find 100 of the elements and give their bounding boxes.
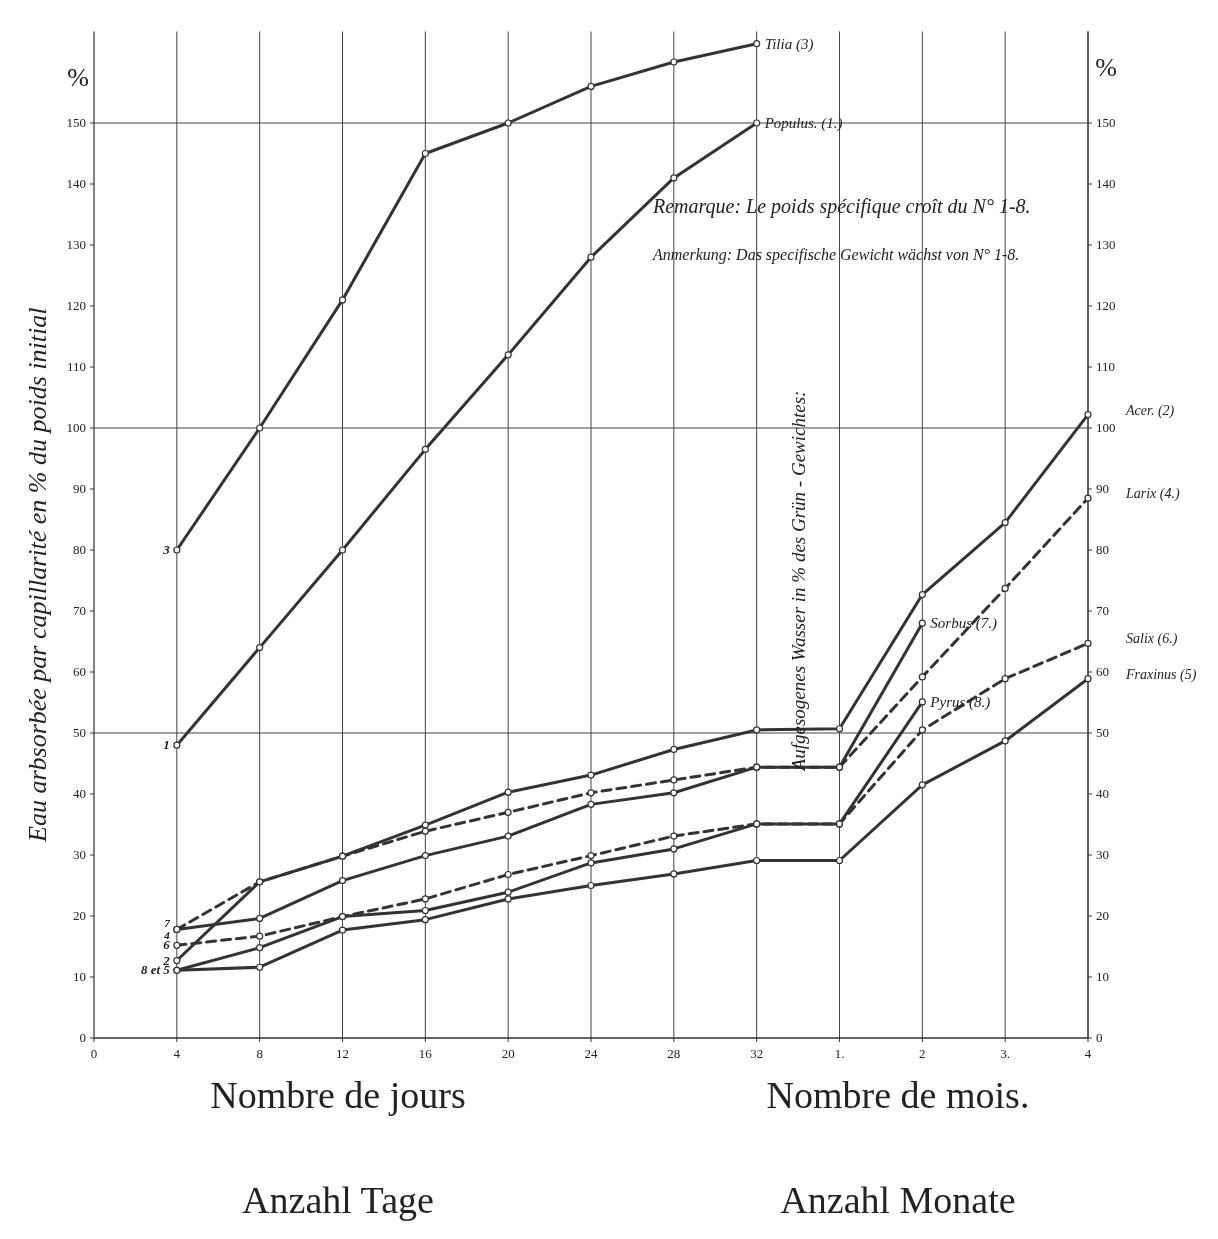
point (173, 925, 181, 934)
point (173, 741, 181, 749)
series-label: Tilia (3) (764, 35, 814, 53)
y2-tick-label: 70 (1096, 603, 1109, 618)
point (504, 870, 512, 879)
x-tick-label: 32 (750, 1046, 764, 1061)
x-tick-label: 24 (584, 1046, 598, 1061)
y-tick-label: 140 (66, 176, 86, 191)
point (1001, 737, 1009, 745)
text: Larix (4.) (1125, 486, 1180, 503)
y-tick-label: 80 (73, 542, 86, 557)
y2-tick-label: 80 (1096, 542, 1109, 557)
y2-tick-label: 10 (1096, 969, 1109, 984)
point (587, 789, 595, 797)
point (421, 149, 429, 158)
y2-tick-label: 100 (1096, 420, 1116, 435)
annotation: Aufgesogenes Wasser in % des Grün - Gewichtes: (788, 390, 810, 773)
point (670, 58, 678, 66)
y-tick-label: 10 (73, 969, 86, 984)
point (1084, 675, 1092, 683)
y2-tick-label: 120 (1096, 298, 1116, 313)
point (918, 726, 926, 734)
point (753, 763, 761, 771)
y-tick-label: 150 (66, 115, 86, 130)
point (670, 832, 678, 840)
y2-tick-label: 110 (1096, 359, 1116, 374)
y2-tick-label: 150 (1096, 115, 1116, 130)
y-tick-label: 70 (73, 603, 86, 618)
point (587, 852, 595, 860)
point (504, 832, 512, 840)
point (670, 745, 678, 754)
y2-tick-label: 50 (1096, 725, 1109, 740)
x-tick-label: 28 (667, 1046, 681, 1061)
point (1001, 675, 1009, 683)
annotation: 7 (164, 917, 171, 930)
y2-tick-label: 20 (1096, 908, 1109, 923)
point (918, 590, 926, 599)
x-tick-label: 20 (501, 1046, 515, 1061)
point (421, 827, 429, 835)
point (256, 932, 264, 940)
point (173, 956, 181, 965)
text: Salix (6.) (1126, 631, 1178, 648)
y-tick-label: 30 (73, 847, 86, 862)
y-tick-label: 100 (66, 420, 86, 435)
annotation: 4 (163, 929, 171, 942)
point (504, 895, 512, 903)
point (587, 859, 595, 867)
y2-tick-label: 130 (1096, 237, 1116, 252)
point (670, 174, 678, 182)
x-tick-label: 3. (1000, 1046, 1011, 1061)
point (587, 82, 595, 90)
x-tick-label: 2 (919, 1046, 926, 1061)
point (918, 673, 926, 681)
point (338, 913, 347, 921)
point (421, 852, 429, 860)
text: Fraxinus (5) (1125, 666, 1197, 683)
point (421, 916, 429, 924)
x-tick-label: 4 (173, 1046, 181, 1061)
y2-tick-label: 30 (1096, 847, 1109, 862)
y2-tick-label: 140 (1096, 176, 1116, 191)
x-tick-label: 4 (1084, 1046, 1092, 1061)
y-axis-title: Eau arbsorbée par capillarité en % du poids initial (23, 307, 52, 843)
y-tick-label: 0 (79, 1030, 86, 1045)
point (338, 877, 347, 885)
y-tick-label: 60 (73, 664, 86, 679)
point (504, 119, 512, 127)
point (256, 944, 264, 952)
point (504, 351, 512, 359)
point (753, 856, 761, 865)
point (256, 644, 264, 652)
point (670, 789, 678, 797)
point (256, 914, 264, 923)
point (670, 845, 678, 853)
text: Acer. (2) (1125, 402, 1175, 419)
point (504, 888, 512, 896)
point (421, 895, 429, 903)
x-axis-title: Nombre de jours (210, 1074, 466, 1116)
y-tick-label: 20 (73, 908, 86, 923)
point (918, 698, 926, 706)
point (1001, 518, 1009, 527)
point (256, 424, 264, 432)
point (421, 821, 429, 829)
x-tick-label: 1. (834, 1046, 845, 1061)
y2-tick-label: 90 (1096, 481, 1109, 496)
point (256, 963, 264, 971)
point (421, 445, 429, 453)
point (835, 725, 844, 733)
x-tick-label: 12 (336, 1046, 349, 1061)
text: Nombre de mois. (766, 1074, 1030, 1116)
y-tick-label: 130 (66, 237, 86, 252)
point (173, 546, 181, 554)
y2-tick-label: 0 (1096, 1030, 1103, 1045)
x-tick-label: 0 (90, 1046, 98, 1061)
y2-tick-label: 40 (1096, 786, 1109, 801)
y-tick-label: 90 (73, 481, 86, 496)
point (1001, 584, 1009, 593)
annotation: 1 (163, 737, 170, 753)
point (338, 546, 347, 554)
point (338, 296, 347, 304)
point (504, 788, 512, 796)
